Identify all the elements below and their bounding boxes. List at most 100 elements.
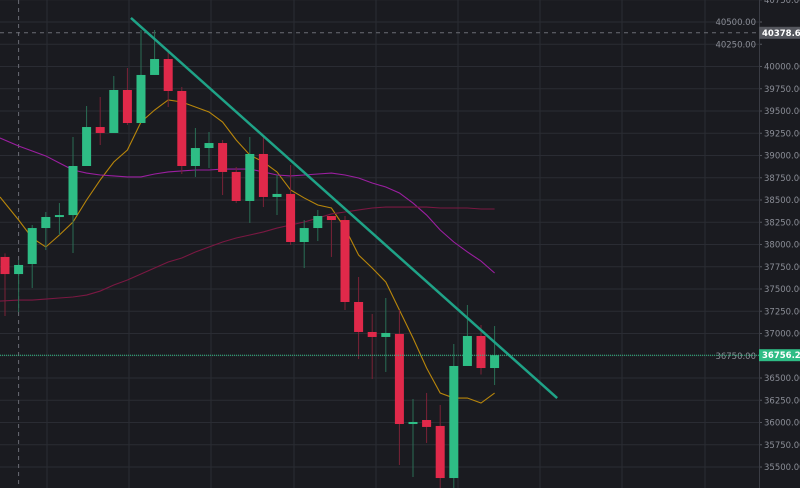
candle-body xyxy=(136,74,146,124)
candle-body xyxy=(408,421,418,425)
candle xyxy=(340,216,350,311)
candle xyxy=(435,404,445,488)
candle-body xyxy=(258,153,268,197)
candle-body xyxy=(27,228,37,264)
candle xyxy=(313,209,323,242)
candle xyxy=(0,253,10,316)
last-price-tag xyxy=(759,349,800,362)
candle xyxy=(408,399,418,477)
candle-body xyxy=(218,143,228,172)
candle-body xyxy=(190,148,200,167)
candle-body xyxy=(354,301,364,332)
y-tick-label: 39000.00 xyxy=(764,152,800,162)
candle-body xyxy=(204,143,214,149)
candle xyxy=(258,136,268,208)
candle-body xyxy=(95,127,105,133)
candle xyxy=(394,310,404,466)
candle xyxy=(476,324,486,375)
candle-body xyxy=(245,153,255,201)
y-tick-label: 39500.00 xyxy=(764,107,800,117)
candle xyxy=(136,30,146,124)
y-tick-label: 39250.00 xyxy=(764,129,800,139)
moving-average-line xyxy=(0,206,495,302)
y-tick-label: 35500.00 xyxy=(764,463,800,473)
y-tick-label: 40250.00 xyxy=(715,40,756,50)
y-tick-label: 36500.00 xyxy=(764,374,800,384)
candle-body xyxy=(14,264,24,275)
candle xyxy=(231,166,241,204)
candle-body xyxy=(82,127,92,167)
candle-body xyxy=(313,216,323,229)
candle xyxy=(54,203,64,235)
candle xyxy=(68,136,78,254)
candle xyxy=(299,220,309,268)
candle xyxy=(122,68,132,125)
candle-body xyxy=(422,420,432,427)
y-tick-label: 37750.00 xyxy=(764,263,800,273)
candle-body xyxy=(340,220,350,302)
candle xyxy=(381,297,391,372)
candle-body xyxy=(231,171,241,201)
candle-body xyxy=(394,333,404,425)
candle-body xyxy=(449,365,459,479)
candle-body xyxy=(381,332,391,337)
y-tick-label: 38750.00 xyxy=(764,174,800,184)
candle xyxy=(326,216,336,257)
candle-body xyxy=(326,216,336,221)
y-tick-label: 36250.00 xyxy=(764,396,800,406)
candle xyxy=(41,212,51,251)
candle xyxy=(177,86,187,175)
trendline xyxy=(130,17,558,399)
y-tick-label: 37500.00 xyxy=(764,285,800,295)
candle xyxy=(82,106,92,167)
y-tick-label: 38000.00 xyxy=(764,241,800,251)
y-tick-label: 40750.00 xyxy=(764,0,800,6)
y-tick-label: 36750.00 xyxy=(715,352,756,362)
y-tick-label: 38500.00 xyxy=(764,196,800,206)
y-tick-label: 39750.00 xyxy=(764,85,800,95)
candle-body xyxy=(109,89,119,133)
y-tick-label: 37000.00 xyxy=(764,330,800,340)
candle xyxy=(354,276,364,360)
candle-body xyxy=(41,216,51,229)
candle-body xyxy=(0,256,10,275)
y-tick-label: 40500.00 xyxy=(715,18,756,28)
y-tick-label: 38250.00 xyxy=(764,218,800,228)
crosshair-price-label: 40378.64 xyxy=(762,29,800,39)
last-price-label: 36756.23 xyxy=(762,351,800,361)
candle-body xyxy=(435,425,445,479)
candle xyxy=(27,225,37,289)
candle xyxy=(462,305,472,366)
y-tick-label: 40000.00 xyxy=(764,63,800,73)
y-tick-label: 36000.00 xyxy=(764,419,800,429)
candle-body xyxy=(299,228,309,243)
candle-body xyxy=(272,193,282,197)
candle xyxy=(218,140,228,196)
candle xyxy=(95,97,105,145)
candle xyxy=(204,132,214,168)
candle xyxy=(449,344,459,488)
crosshair-price-tag xyxy=(759,26,800,39)
candle-body xyxy=(286,193,296,243)
candle xyxy=(109,76,119,133)
candle-body xyxy=(367,331,377,337)
candle-body xyxy=(476,335,486,369)
candle-body xyxy=(177,90,187,167)
moving-average-line xyxy=(0,99,495,404)
candle-body xyxy=(462,335,472,366)
candle-body xyxy=(490,355,500,369)
candle xyxy=(286,165,296,246)
candle-body xyxy=(122,89,132,124)
candle-body xyxy=(163,59,173,91)
y-tick-label: 35750.00 xyxy=(764,441,800,451)
candle xyxy=(14,259,24,312)
candle xyxy=(422,392,432,443)
candle xyxy=(245,136,255,223)
candle-body xyxy=(68,166,78,216)
candle xyxy=(367,314,377,379)
candle xyxy=(272,174,282,216)
candle-body xyxy=(54,215,64,218)
y-tick-label: 37250.00 xyxy=(764,307,800,317)
